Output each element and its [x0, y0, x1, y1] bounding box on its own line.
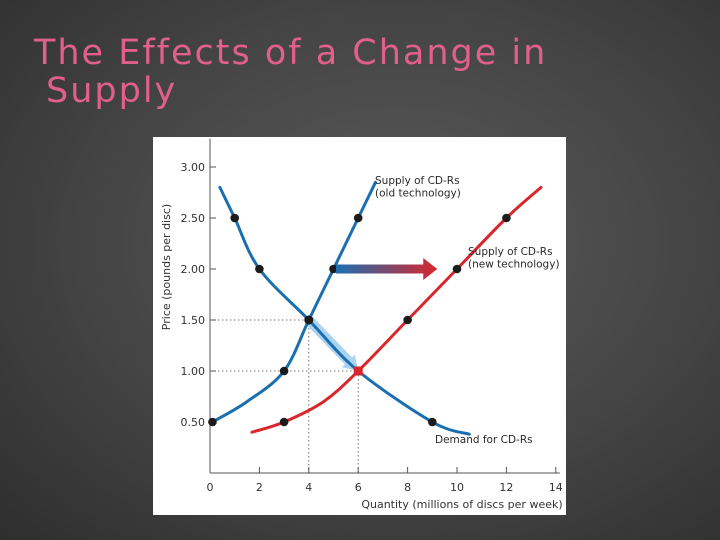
y-axis-title: Price (pounds per disc) — [160, 204, 173, 330]
data-point — [230, 213, 239, 223]
x-tick-label: 10 — [450, 481, 464, 494]
x-tick-label: 8 — [404, 481, 411, 494]
data-point — [452, 264, 462, 274]
x-tick-label: 2 — [256, 481, 263, 494]
y-tick-label: 0.50 — [181, 416, 206, 429]
supply-new-label-line-1: Supply of CD-Rs — [468, 246, 553, 258]
y-tick-label: 1.50 — [181, 314, 206, 327]
equilibrium-new-marker — [353, 366, 363, 376]
supply-demand-chart: 0.50 1.00 1.50 2.00 2.50 3.00 0 2 4 6 8 10 12 14 Dema… — [153, 137, 566, 515]
data-point — [428, 417, 437, 427]
data-point — [208, 417, 217, 427]
slide-title-line-2: Supply — [46, 71, 178, 112]
y-tick-label: 1.00 — [181, 365, 206, 378]
supply-new-curve — [250, 185, 543, 434]
demand-curve-label: Demand for CD-Rs — [435, 434, 533, 446]
slide-title-line-1: The Effects of a Change in — [34, 33, 548, 73]
x-tick-label: 12 — [499, 481, 513, 494]
data-point — [502, 213, 511, 223]
data-point — [353, 213, 363, 223]
x-axis-title: Quantity (millions of discs per week) — [361, 498, 562, 511]
supply-shift-arrow — [335, 258, 438, 280]
supply-old-label-line-2: (old technology) — [375, 188, 461, 200]
data-point — [255, 264, 264, 274]
demand-curve — [218, 185, 471, 436]
data-point — [279, 366, 289, 376]
y-tick-label: 2.00 — [181, 263, 206, 276]
data-point — [279, 417, 289, 427]
data-point — [329, 264, 338, 274]
x-tick-label: 14 — [549, 481, 563, 494]
x-tick-label: 6 — [355, 481, 362, 494]
x-tick-label: 0 — [207, 481, 214, 494]
data-point — [403, 315, 412, 325]
supply-old-label-line-1: Supply of CD-Rs — [375, 175, 460, 187]
slide-title: The Effects of a Change in Supply — [34, 34, 634, 110]
equilibrium-initial-marker — [304, 315, 314, 325]
supply-new-label-line-2: (new technology) — [468, 259, 560, 271]
y-tick-label: 3.00 — [181, 161, 206, 174]
chart-svg: 0.50 1.00 1.50 2.00 2.50 3.00 0 2 4 6 8 10 12 14 Dema… — [160, 138, 563, 511]
y-tick-label: 2.50 — [181, 212, 206, 225]
x-tick-label: 4 — [305, 481, 312, 494]
